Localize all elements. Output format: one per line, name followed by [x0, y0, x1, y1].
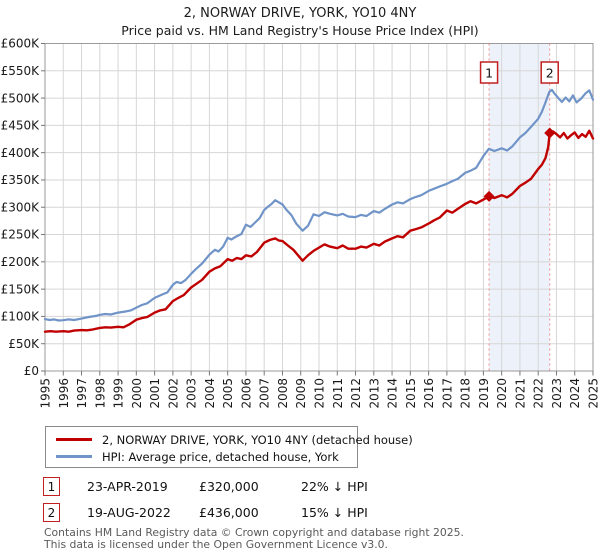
- y-axis-label: £350K: [1, 173, 41, 187]
- x-axis-label: 2000: [130, 378, 144, 409]
- x-axis-label: 1995: [39, 378, 53, 409]
- y-axis-label: £550K: [1, 64, 41, 78]
- sale-2-hpi-delta: 15% ↓ HPI: [301, 505, 368, 520]
- page-title: 2, NORWAY DRIVE, YORK, YO10 4NY: [183, 6, 417, 21]
- x-axis-label: 2017: [440, 378, 454, 409]
- property-series-line: [43, 129, 595, 333]
- x-axis-label: 2011: [331, 378, 345, 409]
- price-history-chart: £0 £50K £100K £150K £200K £250K £300K £350K £400…: [1, 37, 600, 409]
- license-line-2: This data is licensed under the Open Gov…: [44, 537, 388, 551]
- x-axis-label: 2014: [386, 378, 400, 409]
- x-axis-label: 2016: [422, 378, 436, 409]
- x-axis-label: 2021: [513, 378, 527, 409]
- x-axis-label: 2025: [587, 378, 600, 409]
- y-axis-label: £250K: [1, 228, 41, 242]
- y-axis-label: £0: [24, 364, 39, 378]
- legend-row-hpi: HPI: Average price, detached house, York: [56, 448, 357, 465]
- hpi-series-line: [43, 88, 595, 322]
- legend-label-hpi: HPI: Average price, detached house, York: [102, 449, 339, 464]
- x-axis-label: 2020: [495, 378, 509, 409]
- x-axis-label: 2022: [532, 378, 546, 409]
- sale-marker-diamond: [544, 127, 556, 139]
- x-axis-label: 2023: [550, 378, 564, 409]
- chart-legend: 2, NORWAY DRIVE, YORK, YO10 4NY (detache…: [45, 426, 413, 468]
- license-line-1: Contains HM Land Registry data © Crown c…: [44, 526, 464, 539]
- x-axis-label: 2010: [313, 378, 327, 409]
- y-axis-label: £150K: [1, 282, 41, 296]
- x-axis-label: 2002: [166, 378, 180, 409]
- x-axis-label: 2009: [294, 378, 308, 409]
- x-axis-label: 2008: [276, 378, 290, 409]
- x-axis-label: 1996: [57, 378, 71, 409]
- sale-1-marker-badge: 1: [43, 477, 60, 496]
- y-axis-label: £100K: [1, 310, 41, 324]
- x-axis-label: 2005: [221, 378, 235, 409]
- x-axis-label: 2018: [459, 378, 473, 409]
- sale-event-badge: [479, 61, 499, 84]
- sale-1-date: 23-APR-2019: [87, 479, 168, 494]
- sale-1-price: £320,000: [199, 479, 259, 494]
- sale-row-1: 1 23-APR-2019 £320,000 22% ↓ HPI: [43, 476, 563, 497]
- y-axis-label: £50K: [8, 337, 40, 351]
- x-axis-label: 2019: [477, 378, 491, 409]
- sale-event-badge-number: 2: [546, 66, 554, 81]
- y-axis-label: £200K: [1, 255, 41, 269]
- x-axis-label: 2004: [203, 378, 217, 409]
- y-axis-label: £500K: [1, 91, 41, 105]
- sale-row-2: 2 19-AUG-2022 £436,000 15% ↓ HPI: [43, 502, 563, 523]
- x-axis-label: 2024: [568, 378, 582, 409]
- sale-2-date: 19-AUG-2022: [87, 505, 171, 520]
- sale-marker-diamond: [483, 190, 495, 202]
- page-subtitle: Price paid vs. HM Land Registry's House …: [121, 23, 479, 38]
- legend-row-property: 2, NORWAY DRIVE, YORK, YO10 4NY (detache…: [56, 431, 413, 448]
- sale-2-marker-badge: 2: [43, 503, 60, 522]
- legend-label-property: 2, NORWAY DRIVE, YORK, YO10 4NY (detache…: [102, 432, 413, 447]
- property-line-swatch: [56, 438, 92, 441]
- sale-1-hpi-delta: 22% ↓ HPI: [301, 479, 368, 494]
- y-axis-label: £600K: [1, 37, 41, 51]
- hpi-line-swatch: [56, 455, 92, 458]
- y-axis-label: £300K: [1, 200, 41, 214]
- y-axis-label: £450K: [1, 119, 41, 133]
- x-axis-label: 2001: [148, 378, 162, 409]
- x-axis-label: 1998: [93, 378, 107, 409]
- x-axis-label: 1997: [75, 378, 89, 409]
- x-axis-label: 2006: [239, 378, 253, 409]
- x-axis-label: 2007: [258, 378, 272, 409]
- x-axis-label: 2003: [185, 378, 199, 409]
- x-axis-label: 2013: [367, 378, 381, 409]
- x-axis-label: 1999: [112, 378, 126, 409]
- x-axis-label: 2015: [404, 378, 418, 409]
- sale-event-badge-number: 1: [485, 66, 493, 81]
- sale-event-badge: [540, 61, 559, 84]
- y-axis-label: £400K: [1, 146, 41, 160]
- license-note: Contains HM Land Registry data © Crown c…: [44, 527, 584, 550]
- x-axis-label: 2012: [349, 378, 363, 409]
- sale-2-price: £436,000: [199, 505, 259, 520]
